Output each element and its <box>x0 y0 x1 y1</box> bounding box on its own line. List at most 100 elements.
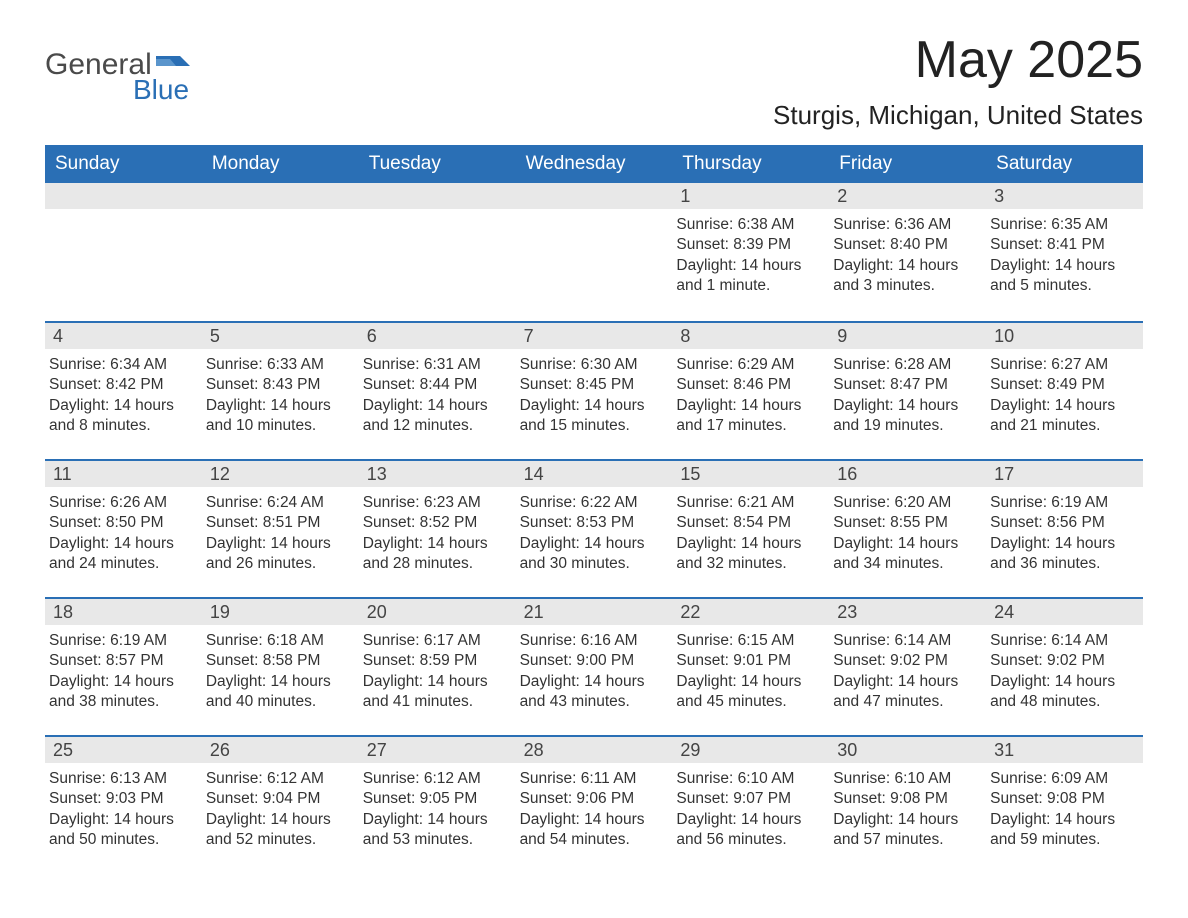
sunset-line: Sunset: 8:41 PM <box>990 235 1135 255</box>
day-number: 1 <box>672 183 829 209</box>
day-body: Sunrise: 6:33 AMSunset: 8:43 PMDaylight:… <box>202 349 359 441</box>
daylight-line: Daylight: 14 hours and 30 minutes. <box>520 534 665 575</box>
sunset-line: Sunset: 8:46 PM <box>676 375 821 395</box>
daylight-line: Daylight: 14 hours and 38 minutes. <box>49 672 194 713</box>
month-title: May 2025 <box>773 30 1143 90</box>
daylight-line: Daylight: 14 hours and 56 minutes. <box>676 810 821 851</box>
day-body <box>516 209 673 219</box>
day-number: 13 <box>359 461 516 487</box>
daylight-line: Daylight: 14 hours and 3 minutes. <box>833 256 978 297</box>
sunrise-line: Sunrise: 6:10 AM <box>833 769 978 789</box>
day-number: 23 <box>829 599 986 625</box>
sunset-line: Sunset: 8:42 PM <box>49 375 194 395</box>
sunset-line: Sunset: 8:53 PM <box>520 513 665 533</box>
sunrise-line: Sunrise: 6:26 AM <box>49 493 194 513</box>
day-cell: 12Sunrise: 6:24 AMSunset: 8:51 PMDayligh… <box>202 461 359 587</box>
sunrise-line: Sunrise: 6:35 AM <box>990 215 1135 235</box>
sunrise-line: Sunrise: 6:17 AM <box>363 631 508 651</box>
sunset-line: Sunset: 8:40 PM <box>833 235 978 255</box>
day-body: Sunrise: 6:19 AMSunset: 8:57 PMDaylight:… <box>45 625 202 717</box>
daylight-line: Daylight: 14 hours and 52 minutes. <box>206 810 351 851</box>
day-number: 4 <box>45 323 202 349</box>
day-cell: 20Sunrise: 6:17 AMSunset: 8:59 PMDayligh… <box>359 599 516 725</box>
day-cell: 7Sunrise: 6:30 AMSunset: 8:45 PMDaylight… <box>516 323 673 449</box>
weekday-header: Thursday <box>672 145 829 183</box>
day-number: 5 <box>202 323 359 349</box>
sunset-line: Sunset: 9:07 PM <box>676 789 821 809</box>
sunrise-line: Sunrise: 6:14 AM <box>833 631 978 651</box>
sunset-line: Sunset: 9:02 PM <box>833 651 978 671</box>
sunrise-line: Sunrise: 6:22 AM <box>520 493 665 513</box>
day-cell: 21Sunrise: 6:16 AMSunset: 9:00 PMDayligh… <box>516 599 673 725</box>
sunset-line: Sunset: 8:39 PM <box>676 235 821 255</box>
sunrise-line: Sunrise: 6:30 AM <box>520 355 665 375</box>
day-body: Sunrise: 6:14 AMSunset: 9:02 PMDaylight:… <box>986 625 1143 717</box>
daylight-line: Daylight: 14 hours and 8 minutes. <box>49 396 194 437</box>
day-body: Sunrise: 6:22 AMSunset: 8:53 PMDaylight:… <box>516 487 673 579</box>
day-body: Sunrise: 6:35 AMSunset: 8:41 PMDaylight:… <box>986 209 1143 301</box>
day-cell: 9Sunrise: 6:28 AMSunset: 8:47 PMDaylight… <box>829 323 986 449</box>
week-row: 1 Sunrise: 6:38 AMSunset: 8:39 PM Daylight… <box>45 183 1143 311</box>
sunrise-line: Sunrise: 6:28 AM <box>833 355 978 375</box>
sunset-line: Sunset: 8:44 PM <box>363 375 508 395</box>
sunrise-line: Sunrise: 6:20 AM <box>833 493 978 513</box>
empty-day-number <box>516 183 673 209</box>
week-row: 11Sunrise: 6:26 AMSunset: 8:50 PMDayligh… <box>45 459 1143 587</box>
daylight-line: Daylight: 14 hours and 40 minutes. <box>206 672 351 713</box>
day-number: 14 <box>516 461 673 487</box>
day-number: 30 <box>829 737 986 763</box>
day-cell: 1Sunrise: 6:38 AMSunset: 8:39 PMDaylight… <box>672 183 829 311</box>
day-number: 22 <box>672 599 829 625</box>
logo-word2: Blue <box>133 74 189 106</box>
day-cell: 5Sunrise: 6:33 AMSunset: 8:43 PMDaylight… <box>202 323 359 449</box>
day-number: 10 <box>986 323 1143 349</box>
sunrise-line: Sunrise: 6:29 AM <box>676 355 821 375</box>
day-cell: 16Sunrise: 6:20 AMSunset: 8:55 PMDayligh… <box>829 461 986 587</box>
day-number: 18 <box>45 599 202 625</box>
daylight-line: Daylight: 14 hours and 54 minutes. <box>520 810 665 851</box>
weekday-header: Friday <box>829 145 986 183</box>
daylight-line: Daylight: 14 hours and 26 minutes. <box>206 534 351 575</box>
location-subtitle: Sturgis, Michigan, United States <box>773 100 1143 131</box>
daylight-line: Daylight: 14 hours and 32 minutes. <box>676 534 821 575</box>
day-body: Sunrise: 6:11 AMSunset: 9:06 PMDaylight:… <box>516 763 673 855</box>
sunset-line: Sunset: 9:04 PM <box>206 789 351 809</box>
sunset-line: Sunset: 9:08 PM <box>990 789 1135 809</box>
sunrise-line: Sunrise: 6:18 AM <box>206 631 351 651</box>
day-number: 2 <box>829 183 986 209</box>
sunset-line: Sunset: 8:58 PM <box>206 651 351 671</box>
sunrise-line: Sunrise: 6:27 AM <box>990 355 1135 375</box>
day-body <box>45 209 202 219</box>
sunset-line: Sunset: 9:03 PM <box>49 789 194 809</box>
sunrise-line: Sunrise: 6:33 AM <box>206 355 351 375</box>
day-cell: 19Sunrise: 6:18 AMSunset: 8:58 PMDayligh… <box>202 599 359 725</box>
weekday-header: Tuesday <box>359 145 516 183</box>
sunrise-line: Sunrise: 6:21 AM <box>676 493 821 513</box>
day-cell: 2 Sunrise: 6:36 AMSunset: 8:40 PMDaylight… <box>829 183 986 311</box>
day-body: Sunrise: 6:28 AMSunset: 8:47 PMDaylight:… <box>829 349 986 441</box>
calendar: SundayMondayTuesdayWednesdayThursdayFrid… <box>45 145 1143 863</box>
sunrise-line: Sunrise: 6:23 AM <box>363 493 508 513</box>
day-cell: 23 Sunrise: 6:14 AMSunset: 9:02 PMDayligh… <box>829 599 986 725</box>
sunset-line: Sunset: 9:00 PM <box>520 651 665 671</box>
sunrise-line: Sunrise: 6:16 AM <box>520 631 665 651</box>
daylight-line: Daylight: 14 hours and 28 minutes. <box>363 534 508 575</box>
sunset-line: Sunset: 8:57 PM <box>49 651 194 671</box>
day-body: Sunrise: 6:10 AMSunset: 9:07 PMDaylight:… <box>672 763 829 855</box>
sunset-line: Sunset: 9:06 PM <box>520 789 665 809</box>
sunrise-line: Sunrise: 6:38 AM <box>676 215 821 235</box>
day-cell <box>202 183 359 311</box>
daylight-line: Daylight: 14 hours and 53 minutes. <box>363 810 508 851</box>
day-number: 6 <box>359 323 516 349</box>
day-body: Sunrise: 6:27 AMSunset: 8:49 PMDaylight:… <box>986 349 1143 441</box>
daylight-line: Daylight: 14 hours and 36 minutes. <box>990 534 1135 575</box>
day-body <box>359 209 516 219</box>
sunrise-line: Sunrise: 6:36 AM <box>833 215 978 235</box>
day-body <box>202 209 359 219</box>
day-body: Sunrise: 6:34 AMSunset: 8:42 PMDaylight:… <box>45 349 202 441</box>
daylight-line: Daylight: 14 hours and 47 minutes. <box>833 672 978 713</box>
daylight-line: Daylight: 14 hours and 34 minutes. <box>833 534 978 575</box>
day-number: 27 <box>359 737 516 763</box>
day-number: 25 <box>45 737 202 763</box>
day-cell: 15Sunrise: 6:21 AMSunset: 8:54 PMDayligh… <box>672 461 829 587</box>
